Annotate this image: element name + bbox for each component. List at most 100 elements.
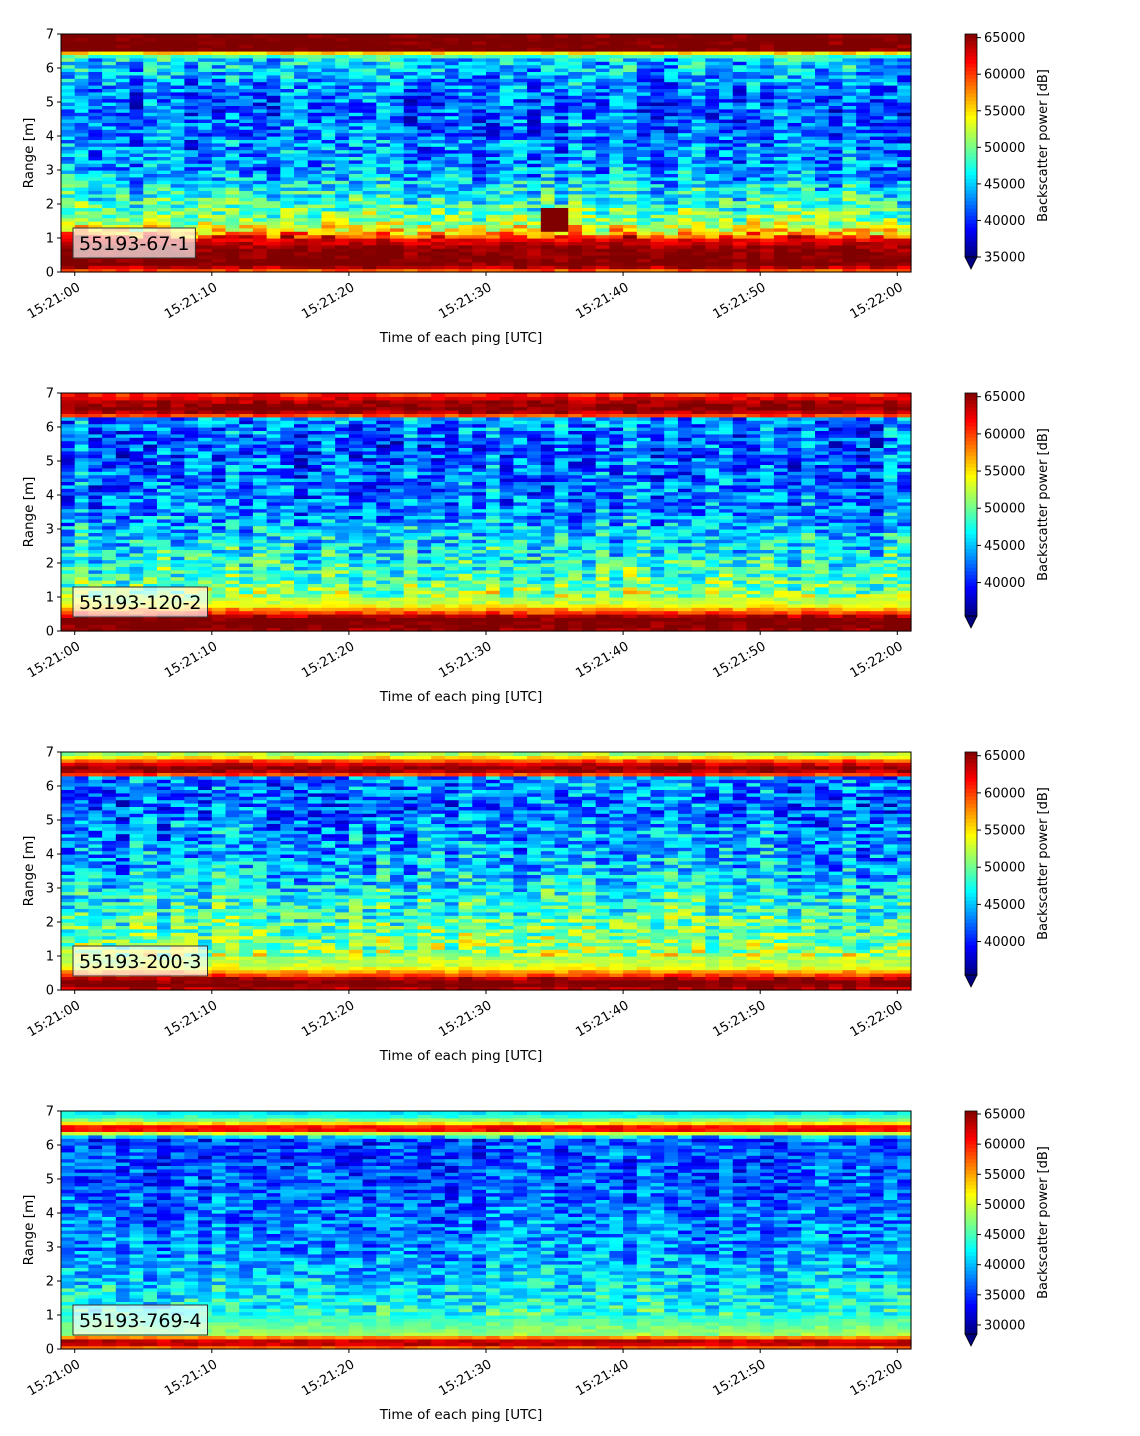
heatmap-cell	[581, 183, 597, 188]
heatmap-cell	[102, 403, 117, 408]
heatmap-cell	[184, 37, 199, 42]
heatmap-cell	[184, 166, 199, 171]
heatmap-cell	[335, 217, 350, 222]
heatmap-cell	[677, 244, 693, 249]
heatmap-cell	[883, 193, 898, 198]
heatmap-cell	[321, 170, 336, 174]
heatmap-cell	[156, 136, 172, 140]
heatmap-cell	[61, 238, 76, 242]
heatmap-cell	[225, 146, 240, 151]
heatmap-cell	[595, 183, 610, 188]
heatmap-cell	[74, 170, 90, 174]
heatmap-cell	[170, 221, 185, 225]
heatmap-cell	[294, 78, 309, 83]
heatmap-cell	[773, 132, 789, 137]
heatmap-cell	[102, 119, 117, 123]
heatmap-cell	[143, 193, 158, 198]
heatmap-cell	[348, 244, 364, 249]
heatmap-cell	[321, 91, 336, 96]
heatmap-cell	[88, 176, 103, 181]
colorbar-segment	[965, 234, 977, 239]
heatmap-cell	[266, 54, 281, 59]
heatmap-cell	[88, 44, 103, 49]
heatmap-cell	[143, 57, 158, 62]
heatmap-cell	[88, 132, 103, 137]
heatmap-cell	[156, 197, 172, 202]
heatmap-cell	[115, 51, 131, 55]
heatmap-cell	[211, 112, 227, 117]
heatmap-cell	[280, 122, 295, 127]
heatmap-cell	[307, 207, 323, 212]
heatmap-cell	[239, 255, 254, 259]
heatmap-cell	[623, 166, 638, 171]
heatmap-cell	[198, 74, 213, 79]
heatmap-cell	[129, 149, 144, 154]
heatmap-cell	[129, 197, 144, 202]
heatmap-cell	[129, 122, 144, 127]
heatmap-cell	[129, 261, 144, 266]
colorbar-segment	[965, 230, 977, 236]
heatmap-cell	[156, 37, 172, 42]
heatmap-cell	[239, 187, 254, 191]
heatmap-cell	[266, 210, 281, 215]
heatmap-cell	[266, 231, 281, 236]
heatmap-cell	[252, 85, 268, 89]
heatmap-cell	[773, 244, 789, 249]
heatmap-cell	[102, 393, 117, 397]
heatmap-cell	[115, 214, 131, 219]
heatmap-cell	[527, 200, 542, 205]
heatmap-cell	[677, 265, 693, 270]
colorbar-tick-label: 55000	[984, 104, 1025, 119]
heatmap-cell	[417, 210, 432, 215]
heatmap-cell	[156, 51, 172, 55]
heatmap-cell	[170, 132, 185, 137]
heatmap-cell	[239, 112, 254, 117]
heatmap-cell	[239, 51, 254, 55]
heatmap-cell	[266, 91, 281, 96]
heatmap-cell	[115, 190, 131, 195]
heatmap-cell	[335, 44, 350, 49]
heatmap-cell	[856, 34, 871, 38]
heatmap-cell	[198, 54, 213, 59]
heatmap-cell	[74, 119, 90, 123]
heatmap-cell	[828, 217, 844, 222]
heatmap-cell	[102, 81, 117, 86]
heatmap-cell	[115, 125, 131, 130]
heatmap-cell	[170, 102, 185, 106]
heatmap-cell	[88, 71, 103, 76]
heatmap-cell	[787, 200, 802, 205]
heatmap-cell	[143, 142, 158, 147]
heatmap-cell	[527, 217, 542, 222]
heatmap-cell	[335, 81, 350, 86]
heatmap-cell	[760, 227, 775, 232]
heatmap-cell	[184, 57, 199, 62]
y-tick-label: 7	[46, 28, 54, 43]
heatmap-cell	[239, 105, 254, 110]
heatmap-cell	[170, 214, 185, 219]
heatmap-cell	[102, 170, 117, 174]
heatmap-cell	[773, 234, 789, 239]
colorbar-segment	[965, 167, 977, 173]
heatmap-cell	[102, 57, 117, 62]
heatmap-cell	[88, 180, 103, 185]
heatmap-cell	[61, 176, 76, 181]
heatmap-cell	[143, 139, 158, 144]
heatmap-cell	[801, 142, 816, 147]
heatmap-cell	[225, 241, 240, 246]
heatmap-cell	[143, 129, 158, 134]
heatmap-cell	[198, 187, 213, 191]
heatmap-cell	[184, 112, 199, 117]
heatmap-cell	[527, 183, 542, 188]
heatmap-cell	[513, 34, 528, 38]
heatmap-cell	[403, 166, 419, 171]
heatmap-cell	[129, 420, 144, 425]
heatmap-cell	[211, 91, 227, 96]
heatmap-cell	[294, 238, 309, 242]
heatmap-cell	[170, 37, 185, 42]
heatmap-cell	[307, 217, 323, 222]
heatmap-cell	[143, 122, 158, 127]
heatmap-cell	[129, 132, 144, 137]
heatmap-cell	[143, 163, 158, 168]
heatmap-cell	[74, 159, 90, 164]
heatmap-cell	[348, 210, 364, 215]
